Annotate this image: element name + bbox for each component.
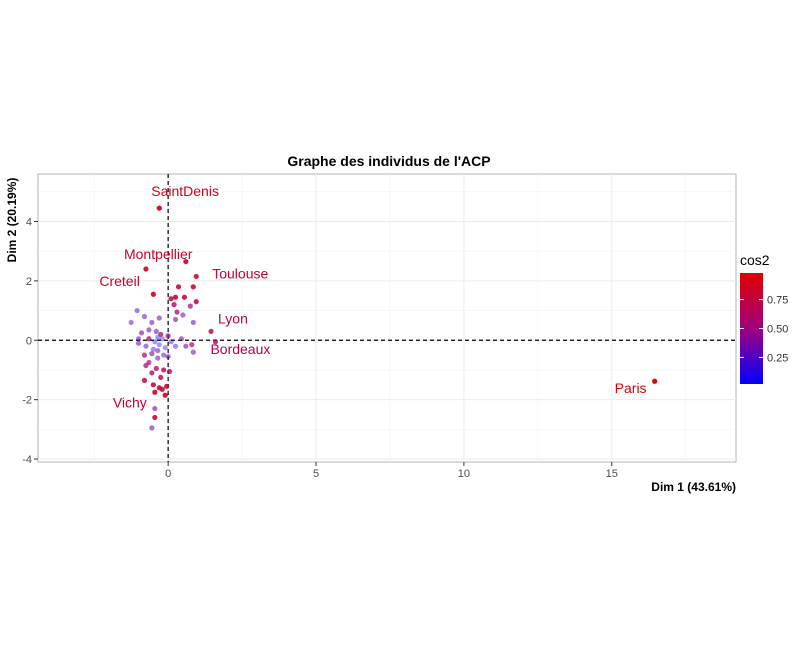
data-point	[172, 316, 179, 323]
data-point	[212, 339, 219, 345]
x-axis-ticks: 0 5 10 15	[165, 462, 618, 480]
data-point	[143, 343, 149, 349]
data-point	[652, 378, 658, 384]
data-point	[141, 352, 148, 358]
data-point	[162, 392, 168, 398]
data-point	[159, 336, 165, 342]
data-point	[143, 266, 149, 272]
data-point	[187, 303, 193, 309]
data-point	[150, 346, 156, 352]
data-point	[167, 368, 173, 375]
chart-title: Graphe des individus de l'ACP	[287, 153, 490, 169]
data-point	[183, 258, 189, 265]
data-point	[149, 319, 155, 326]
data-point	[156, 205, 162, 211]
y-tick-label: 2	[26, 276, 32, 288]
data-point	[172, 343, 179, 349]
data-point	[168, 339, 174, 345]
data-point	[161, 367, 167, 373]
data-point	[150, 382, 156, 388]
data-point	[141, 313, 148, 320]
y-tick-label: 4	[26, 217, 32, 229]
data-point	[168, 296, 174, 302]
data-point	[158, 331, 164, 337]
point-label: Paris	[615, 380, 647, 396]
point-labels: SaintDenis Montpellier Toulouse Creteil Lyon…	[99, 183, 646, 410]
data-point	[193, 273, 199, 280]
point-label: Montpellier	[124, 246, 193, 262]
data-point	[153, 365, 159, 372]
data-point	[171, 302, 177, 308]
data-point	[164, 383, 170, 389]
data-point	[153, 328, 159, 334]
data-point	[190, 319, 196, 326]
legend-tick-label: 0.75	[767, 295, 788, 307]
x-tick-label: 0	[165, 468, 171, 480]
data-point	[174, 309, 180, 315]
data-point	[135, 340, 142, 346]
data-point	[146, 327, 152, 333]
data-point	[156, 342, 162, 348]
data-point	[172, 294, 179, 300]
data-point	[150, 291, 156, 297]
data-point	[155, 348, 161, 354]
data-point	[180, 312, 186, 318]
data-point	[165, 353, 171, 360]
data-point	[141, 377, 148, 383]
data-point	[161, 352, 167, 358]
data-point	[193, 299, 199, 305]
data-point	[181, 294, 188, 300]
y-tick-label: -4	[22, 454, 32, 466]
data-point	[152, 405, 158, 412]
data-point	[162, 345, 168, 351]
data-point	[189, 342, 195, 348]
legend-ticks: 0.25 0.50 0.75	[740, 295, 788, 364]
data-point	[156, 315, 162, 321]
y-axis-title: Dim 2 (20.19%)	[5, 178, 19, 263]
data-point	[149, 351, 155, 357]
data-point	[190, 349, 196, 355]
data-point	[152, 389, 158, 395]
data-point	[208, 328, 214, 334]
point-label: Toulouse	[212, 265, 268, 281]
legend-colorbar	[740, 273, 763, 384]
legend: cos2 0.25 0.50 0.75	[740, 252, 788, 384]
point-label: Bordeaux	[210, 341, 270, 357]
x-tick-label: 10	[458, 468, 470, 480]
data-point	[135, 336, 142, 342]
data-point	[146, 336, 152, 342]
legend-tick-label: 0.25	[767, 352, 788, 364]
x-axis-title: Dim 1 (43.61%)	[651, 480, 736, 494]
data-point	[138, 330, 145, 336]
data-point	[134, 307, 140, 314]
legend-tick-label: 0.50	[767, 324, 788, 336]
data-point	[175, 284, 182, 290]
data-point	[155, 355, 161, 361]
point-label: Vichy	[113, 394, 147, 410]
data-point	[183, 343, 189, 349]
data-point	[165, 333, 171, 339]
data-point	[149, 425, 155, 431]
data-point	[143, 362, 149, 369]
y-tick-label: -2	[22, 395, 32, 407]
data-point	[158, 374, 164, 380]
data-points	[128, 205, 658, 431]
data-point	[152, 339, 158, 345]
y-axis-ticks: -4 -2 0 2 4	[22, 217, 38, 466]
data-point	[159, 386, 165, 392]
x-tick-label: 5	[313, 468, 319, 480]
point-label: Creteil	[99, 273, 139, 289]
y-tick-label: 0	[26, 335, 32, 347]
data-point	[152, 414, 158, 421]
reference-lines	[38, 174, 736, 462]
legend-title: cos2	[740, 252, 770, 268]
data-point	[178, 336, 185, 342]
data-point	[128, 319, 134, 326]
point-label: Lyon	[218, 310, 248, 326]
x-tick-label: 15	[606, 468, 618, 480]
point-label: SaintDenis	[151, 183, 219, 199]
data-point	[149, 370, 155, 376]
data-point	[190, 284, 196, 290]
